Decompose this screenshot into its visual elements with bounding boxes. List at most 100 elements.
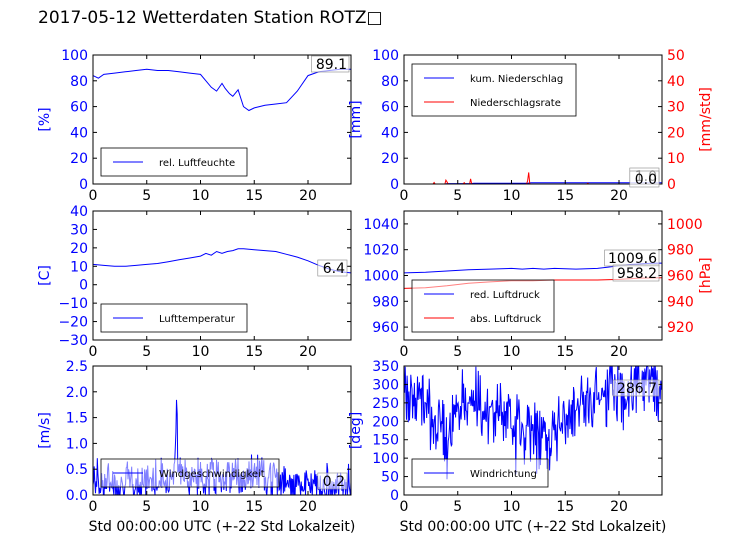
- x-tick-label: 5: [142, 499, 151, 515]
- y-tick-label: 20: [70, 241, 88, 257]
- y-tick-label: 1000: [363, 269, 399, 285]
- y-tick-label-right: 920: [667, 320, 694, 336]
- x-tick-label: 10: [192, 188, 210, 204]
- x-axis-label: Std 00:00:00 UTC (+-22 Std Lokalzeit): [400, 519, 667, 535]
- y-tick-label: 100: [372, 48, 399, 64]
- x-tick-label: 10: [503, 499, 521, 515]
- y-axis-label-right: [mm/std]: [698, 87, 714, 152]
- y-tick-label: 1.5: [66, 411, 88, 427]
- legend-box: [411, 63, 577, 117]
- value-label: 0.2: [323, 474, 345, 490]
- legend-entry: Windrichtung: [470, 469, 537, 480]
- y-axis-label: [C]: [37, 265, 53, 286]
- y-tick-label: 80: [70, 74, 88, 90]
- plot-frame: [403, 365, 663, 496]
- y-tick-label: 200: [372, 414, 399, 430]
- x-tick-label: 0: [400, 188, 409, 204]
- y-tick-label: 100: [61, 48, 88, 64]
- y-tick-label: 40: [70, 125, 88, 141]
- value-label-box: [317, 472, 348, 490]
- x-tick-label: 0: [89, 499, 98, 515]
- y-tick-label: 0.0: [66, 488, 88, 504]
- x-axis-label: Std 00:00:00 UTC (+-22 Std Lokalzeit): [89, 519, 356, 535]
- y-tick-label: 1020: [363, 243, 399, 259]
- y-tick-label: 0: [79, 278, 88, 294]
- x-tick-label: 5: [142, 188, 151, 204]
- y-tick-label-right: 10: [667, 151, 685, 167]
- y-tick-label: 60: [381, 100, 399, 116]
- y-axis-label-right: [hPa]: [698, 257, 714, 293]
- x-tick-label: 15: [556, 499, 574, 515]
- y-tick-label: 50: [381, 470, 399, 486]
- x-tick-label: 15: [245, 344, 263, 360]
- x-tick-label: 0: [400, 499, 409, 515]
- legend-entry: rel. Luftfeuchte: [159, 158, 235, 169]
- x-tick-label: 10: [503, 344, 521, 360]
- y-tick-label: 80: [381, 74, 399, 90]
- y-tick-label: 0: [79, 177, 88, 193]
- y-tick-label: 10: [70, 259, 88, 275]
- series-line-lufttemperatur: [93, 248, 351, 274]
- x-tick-label: 10: [192, 344, 210, 360]
- x-tick-label: 0: [89, 188, 98, 204]
- panel-humidity: 0 5 10 15 20 0 20 40 60 80 100 [%] rel. Luftfeuchte 8…: [37, 48, 352, 204]
- plot-frame: [92, 54, 352, 185]
- panel-pressure: 0 5 10 15 20 960 980 1000 1020 1040 920 940 960 980 10…: [363, 210, 714, 360]
- legend-box: [411, 279, 555, 333]
- y-tick-label-right: 50: [667, 48, 685, 64]
- x-tick-label: 5: [453, 344, 462, 360]
- y-tick-label: 40: [381, 125, 399, 141]
- y-tick-label: 300: [372, 377, 399, 393]
- y-tick-label: 100: [372, 451, 399, 467]
- y-tick-label: 0: [390, 177, 399, 193]
- y-tick-label-right: 20: [667, 125, 685, 141]
- y-tick-label: 2.5: [66, 359, 88, 375]
- value-label: 89.1: [316, 57, 347, 73]
- y-axis-label: [m/s]: [37, 412, 53, 449]
- y-tick-label: 150: [372, 433, 399, 449]
- value-label-box: [311, 55, 350, 73]
- y-tick-label: −10: [58, 296, 88, 312]
- y-tick-label-right: 30: [667, 100, 685, 116]
- y-tick-label: 250: [372, 396, 399, 412]
- y-tick-label: 1040: [363, 217, 399, 233]
- x-tick-label: 0: [400, 344, 409, 360]
- x-tick-label: 20: [610, 188, 628, 204]
- y-tick-label: 0: [390, 488, 399, 504]
- value-label: 958.2: [617, 266, 657, 282]
- value-label: 286.7: [617, 381, 657, 397]
- y-tick-label-right: 40: [667, 74, 685, 90]
- y-tick-label: 40: [70, 204, 88, 220]
- value-label: 1009.6: [608, 251, 657, 267]
- x-tick-label: 5: [453, 499, 462, 515]
- panel-precipitation: 0 5 10 15 20 0 20 40 60 80 100 0 10 20 30 40 50 [mm] [mm/s…: [348, 48, 714, 204]
- x-tick-label: 15: [556, 344, 574, 360]
- plot-frame: [92, 210, 352, 341]
- value-label-box: [629, 170, 660, 188]
- legend-entry: abs. Luftdruck: [470, 314, 541, 325]
- y-tick-label-right: 0: [667, 177, 676, 193]
- plot-frame: [403, 54, 663, 185]
- series-line-rel-luftfeuchte: [93, 68, 351, 112]
- y-axis-label: [%]: [37, 107, 53, 131]
- y-tick-label-right: 940: [667, 294, 694, 310]
- y-tick-label: 960: [372, 320, 399, 336]
- y-tick-label: −20: [58, 315, 88, 331]
- x-tick-label: 5: [142, 344, 151, 360]
- figure-title: 2017-05-12 Wetterdaten Station ROTZ□: [38, 8, 383, 28]
- y-tick-label-right: 980: [667, 243, 694, 259]
- x-tick-label: 20: [299, 499, 317, 515]
- y-tick-label: −30: [58, 333, 88, 349]
- value-label-box: [317, 259, 348, 277]
- x-tick-label: 15: [556, 188, 574, 204]
- y-tick-label-right: 960: [667, 269, 694, 285]
- legend-entry: red. Luftdruck: [470, 290, 540, 301]
- y-axis-label: [mm]: [348, 100, 364, 138]
- y-tick-label: 980: [372, 294, 399, 310]
- x-tick-label: 15: [245, 188, 263, 204]
- y-tick-label: 20: [381, 151, 399, 167]
- y-tick-label: 0.5: [66, 462, 88, 478]
- panel-wind-speed: 0 5 10 15 20 0.0 0.5 1.0 1.5 2.0 2.5 [m/s] Std 00:00…: [37, 359, 355, 535]
